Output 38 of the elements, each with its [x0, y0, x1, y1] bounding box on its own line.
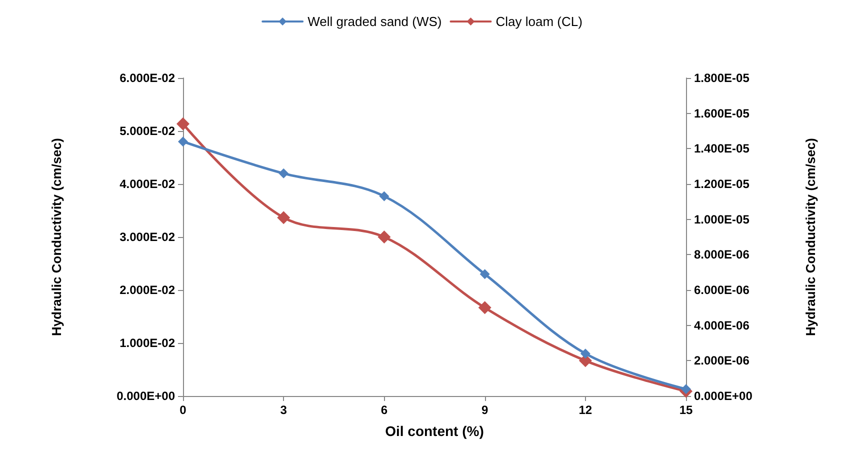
y2-tick-label: 1.400E-05 [694, 142, 750, 156]
y2-tick-label: 1.600E-05 [694, 106, 750, 120]
y-tick-label: 3.000E-02 [120, 230, 176, 244]
point [178, 136, 188, 147]
y2-tick-label: 1.000E-05 [694, 212, 750, 226]
y-tick-label: 6.000E-02 [120, 71, 176, 85]
point [277, 211, 290, 224]
y2-tick-label: 8.000E-06 [694, 248, 750, 262]
y2-tick-label: 2.000E-06 [694, 354, 750, 368]
y-axis-title: Hydraulic Conductivity (cm/sec) [49, 138, 64, 336]
x-tick-label: 3 [280, 403, 288, 417]
legend-label: Well graded sand (WS) [308, 14, 442, 29]
y-tick-label: 4.000E-02 [120, 177, 176, 191]
y-tick-label: 5.000E-02 [120, 124, 176, 138]
point [580, 348, 590, 359]
point [379, 191, 390, 202]
x-tick-label: 9 [481, 403, 488, 417]
y2-tick-label: 6.000E-06 [694, 283, 750, 297]
point [681, 384, 691, 394]
y-tick-label: 2.000E-02 [120, 283, 176, 297]
x-tick-label: 15 [679, 403, 693, 417]
y-tick-label: 1.000E-02 [120, 336, 176, 350]
point [378, 230, 391, 244]
y-tick-label: 0.000E+00 [116, 389, 176, 403]
y2-tick-label: 4.000E-06 [694, 318, 750, 332]
point [278, 168, 289, 178]
x-tick-label: 0 [180, 403, 187, 417]
y2-tick-label: 1.200E-05 [694, 177, 750, 191]
x-tick-label: 6 [380, 403, 388, 417]
y2-tick-label: 0.000E+00 [694, 389, 753, 403]
point [480, 269, 490, 280]
legend-label: Clay loam (CL) [496, 14, 582, 29]
point [176, 117, 190, 130]
y2-tick-label: 1.800E-05 [694, 71, 750, 85]
x-axis-title: Oil content (%) [385, 423, 484, 439]
y2-axis-title: Hydraulic Conductivity (cm/sec) [803, 138, 818, 336]
point [478, 301, 492, 314]
x-tick-label: 12 [578, 403, 592, 417]
